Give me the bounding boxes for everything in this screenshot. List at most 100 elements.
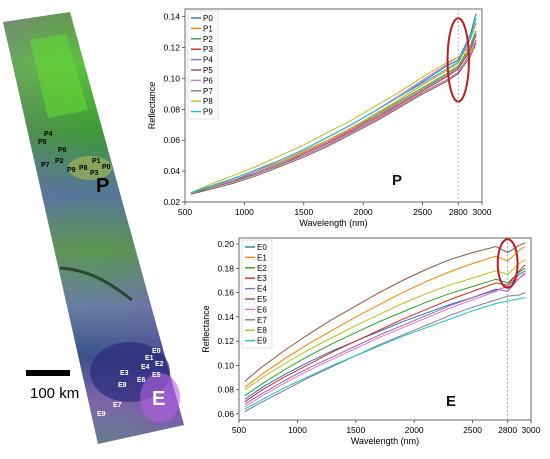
y-tick-label: 0.06 <box>217 409 234 419</box>
point-label: P9 <box>67 167 76 174</box>
x-tick-label: 2800 <box>449 207 468 217</box>
y-tick-label: 0.12 <box>163 43 180 53</box>
x-axis-label: Wavelength (nm) <box>299 218 367 228</box>
y-tick-label: 0.02 <box>163 197 180 207</box>
series-line-e9 <box>244 297 526 410</box>
point-label: P7 <box>41 162 50 169</box>
y-tick-label: 0.18 <box>217 263 234 273</box>
point-label: P5 <box>38 139 47 146</box>
x-tick-label: 2800 <box>498 425 517 435</box>
legend-entry: P8 <box>203 97 213 106</box>
chart-region-label: E <box>446 393 456 410</box>
point-label: E5 <box>152 372 161 379</box>
x-tick-label: 1000 <box>288 425 307 435</box>
point-label: E1 <box>145 355 154 362</box>
legend-entry: P1 <box>203 24 213 33</box>
legend-entry: E8 <box>257 326 267 335</box>
series-line-e7 <box>244 292 526 412</box>
legend-entry: E1 <box>257 253 267 262</box>
x-tick-label: 2500 <box>463 425 482 435</box>
legend-entry: P3 <box>203 45 213 54</box>
x-tick-label: 3000 <box>522 425 541 435</box>
y-tick-label: 0.14 <box>163 12 180 22</box>
point-label: E0 <box>152 348 161 355</box>
series-line-e6 <box>244 273 526 408</box>
series-line-e8 <box>244 259 526 391</box>
series-line-e2 <box>244 267 526 397</box>
point-label: P1 <box>92 158 101 165</box>
series-line-e4 <box>244 272 526 405</box>
point-label: E9 <box>97 411 106 418</box>
legend-entry: E7 <box>257 316 267 325</box>
point-label: E2 <box>155 361 164 368</box>
green-region <box>30 34 88 118</box>
chart-p: 500 1000 1500 2000 2500 2800 3000 0.02 0.04 0.06 0… <box>147 8 492 228</box>
region-label-p: P <box>96 175 109 197</box>
y-tick-label: 0.08 <box>217 385 234 395</box>
point-label: P0 <box>102 164 111 171</box>
series-line-e1 <box>244 246 526 388</box>
y-tick-label: 0.06 <box>163 135 180 145</box>
y-axis-label: Reflectance <box>201 305 211 353</box>
y-tick-label: 0.10 <box>163 73 180 83</box>
x-tick-label: 2000 <box>354 207 373 217</box>
legend-entry: E6 <box>257 305 267 314</box>
legend-entry: E3 <box>257 274 267 283</box>
point-label: E6 <box>137 377 146 384</box>
legend-entry: E9 <box>257 337 267 346</box>
y-tick-label: 0.08 <box>163 104 180 114</box>
x-tick-label: 3000 <box>473 207 492 217</box>
legend-entry: P2 <box>203 35 213 44</box>
point-label: E8 <box>118 382 127 389</box>
legend-entry: P0 <box>203 14 213 23</box>
x-tick-label: 2000 <box>405 425 424 435</box>
series-line-p5 <box>190 42 477 195</box>
point-label: E4 <box>141 364 150 371</box>
series-line-p7 <box>190 33 477 195</box>
x-tick-label: 1500 <box>346 425 365 435</box>
scale-bar <box>26 370 70 376</box>
x-tick-label: 1500 <box>294 207 313 217</box>
y-tick-label: 0.16 <box>217 288 234 298</box>
x-tick-label: 500 <box>232 425 246 435</box>
y-tick-label: 0.14 <box>217 312 234 322</box>
p-area-highlight <box>68 156 112 180</box>
chart-region-label: P <box>392 172 402 189</box>
legend-entry: E4 <box>257 285 267 294</box>
y-tick-label: 0.12 <box>217 336 234 346</box>
point-label: P4 <box>44 131 53 138</box>
chart-e: 500 1000 1500 2000 2500 2800 3000 0.06 0.08 0.10 0… <box>201 237 541 446</box>
x-tick-label: 500 <box>178 207 192 217</box>
point-label: P2 <box>55 158 64 165</box>
y-axis-label: Reflectance <box>147 82 157 130</box>
legend-entry: P7 <box>203 87 213 96</box>
x-tick-label: 2500 <box>413 207 432 217</box>
highlight-ellipse <box>496 238 519 289</box>
y-tick-label: 0.10 <box>217 360 234 370</box>
scale-bar-label: 100 km <box>30 385 79 402</box>
y-tick-label: 0.04 <box>163 166 180 176</box>
legend-entry: E0 <box>257 243 267 252</box>
series-line-p9 <box>190 18 477 194</box>
channel-feature <box>59 266 133 302</box>
x-tick-label: 1000 <box>235 207 254 217</box>
y-tick-label: 0.20 <box>217 239 234 249</box>
plot-frame <box>184 8 483 203</box>
point-label: P6 <box>58 147 67 154</box>
point-label: E7 <box>113 402 122 409</box>
point-label: P8 <box>79 165 88 172</box>
highlight-ellipse <box>446 17 470 103</box>
point-label: P3 <box>90 170 99 177</box>
series-line-p8 <box>190 47 477 194</box>
legend-entry: P5 <box>203 66 213 75</box>
legend-entry: P9 <box>203 108 213 117</box>
legend-entry: E5 <box>257 295 267 304</box>
purple-patch <box>140 373 180 423</box>
legend-entry: P6 <box>203 76 213 85</box>
satellite-strip-overlay <box>3 12 184 444</box>
point-label: E3 <box>120 370 129 377</box>
